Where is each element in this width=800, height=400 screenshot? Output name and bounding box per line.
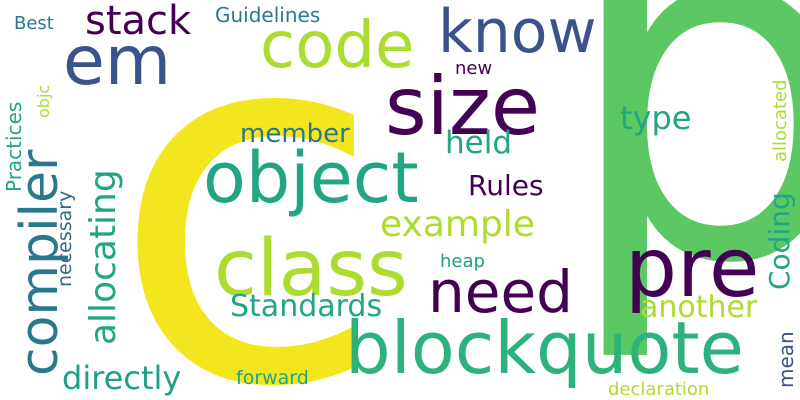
word-need: need: [428, 258, 573, 326]
word-forward: forward: [236, 367, 309, 389]
word-blockquote: blockquote: [345, 306, 744, 390]
word-size: size: [385, 60, 541, 153]
word-pre: pre: [625, 221, 760, 316]
word-allocated: allocated: [770, 79, 791, 162]
word-Practices: Practices: [2, 101, 26, 192]
word-held: held: [445, 125, 513, 161]
word-Best: Best: [14, 13, 54, 34]
word-mean: mean: [774, 331, 798, 388]
word-p: p: [560, 0, 800, 369]
word-Guidelines: Guidelines: [215, 3, 321, 27]
word-Rules: Rules: [468, 169, 544, 202]
word-declaration: declaration: [608, 379, 710, 400]
word-allocating: allocating: [83, 169, 124, 345]
word-Standards: Standards: [230, 289, 383, 324]
word-Coding: Coding: [763, 192, 796, 290]
word-objc: objc: [34, 84, 53, 118]
word-c: c: [110, 0, 385, 400]
word-know: know: [438, 0, 597, 67]
word-member: member: [240, 119, 350, 149]
word-new: new: [455, 58, 493, 79]
word-object: object: [203, 137, 419, 219]
word-heap: heap: [440, 251, 485, 272]
word-directly: directly: [62, 359, 182, 397]
word-type: type: [620, 99, 692, 137]
word-code: code: [260, 9, 415, 83]
word-class: class: [214, 224, 408, 314]
word-necessary: necessary: [54, 190, 76, 287]
word-em: em: [63, 22, 172, 101]
word-stack: stack: [85, 0, 192, 44]
word-another: another: [640, 290, 758, 325]
word-example: example: [380, 204, 535, 245]
